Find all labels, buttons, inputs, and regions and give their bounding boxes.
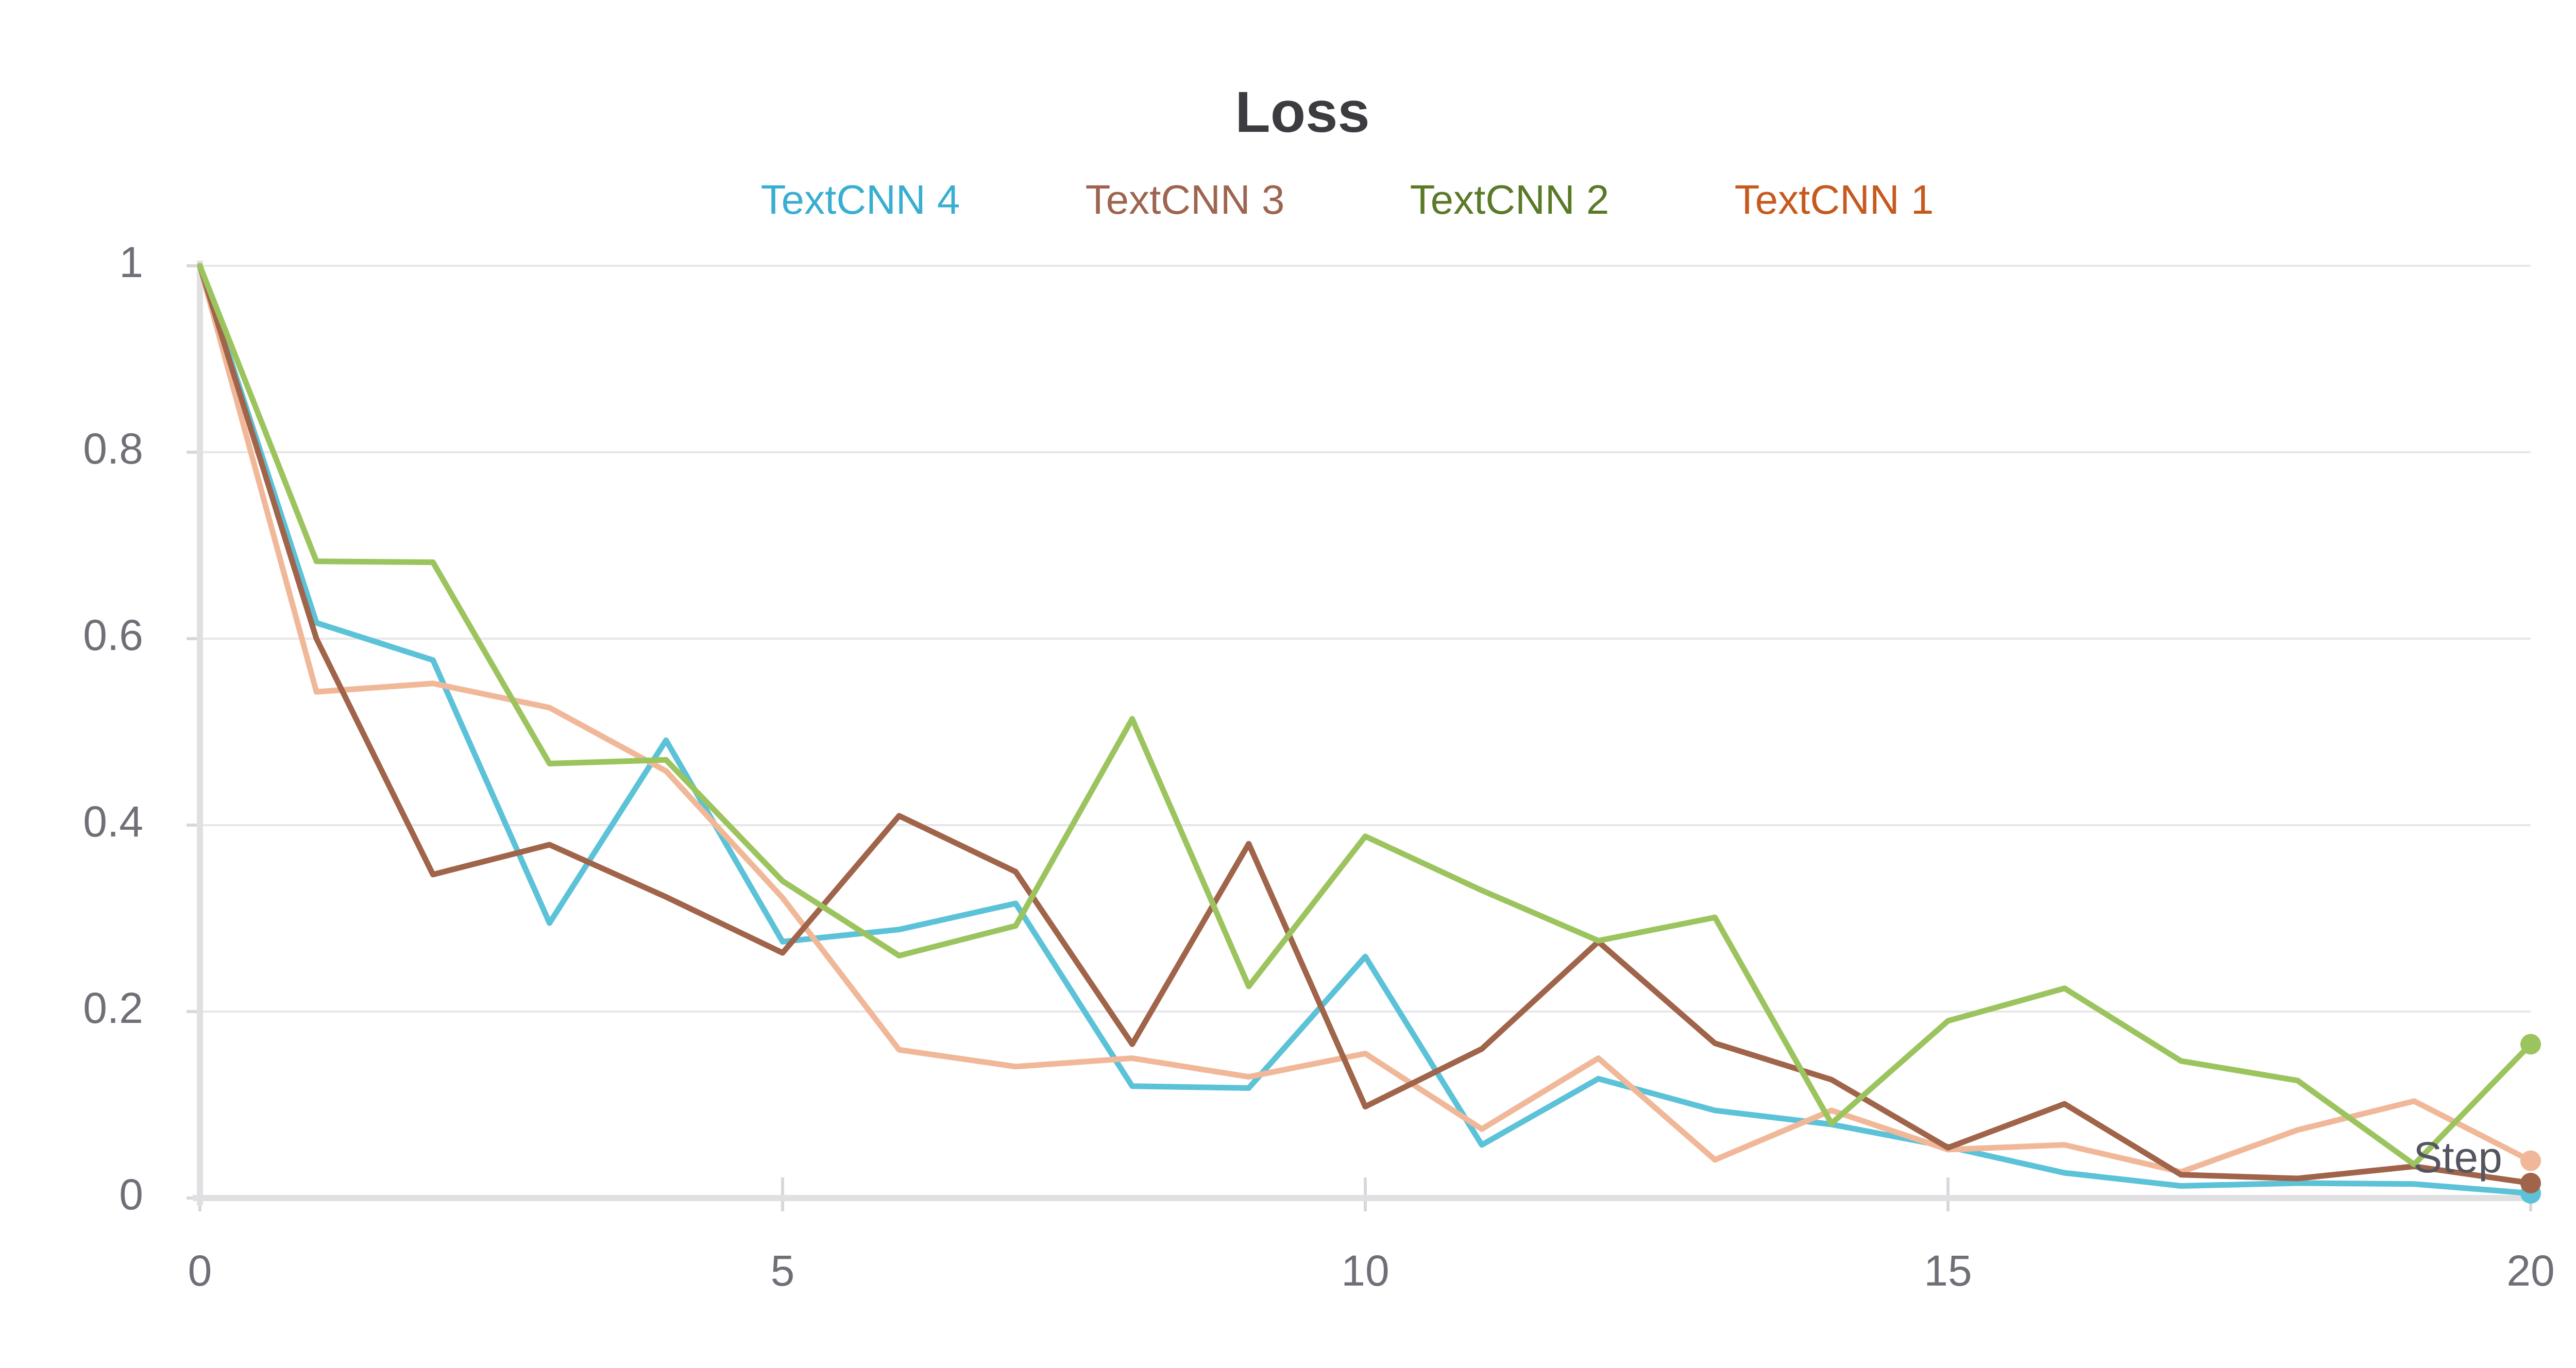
series-end-marker (2520, 1034, 2541, 1055)
series-line (197, 263, 2534, 1168)
series-end-marker (2520, 1150, 2541, 1171)
y-tick-label: 0.2 (83, 984, 143, 1032)
series-line (197, 263, 2534, 1186)
legend-item: TextCNN 1 (1735, 177, 1934, 223)
y-tick-label: 0 (119, 1170, 143, 1219)
series-end-marker (2520, 1173, 2541, 1194)
x-tick-label: 15 (1924, 1246, 1972, 1295)
x-tick-label: 20 (2506, 1246, 2554, 1295)
chart-title: Loss (1235, 80, 1369, 144)
y-tick-label: 0.4 (83, 797, 143, 846)
legend-item: TextCNN 4 (761, 177, 960, 223)
legend-item: TextCNN 2 (1410, 177, 1609, 223)
x-tick-label: 5 (771, 1246, 795, 1295)
x-tick-label: 0 (188, 1246, 212, 1295)
y-tick-label: 0.8 (83, 424, 143, 473)
x-axis-label: Step (2413, 1133, 2502, 1182)
y-tick-label: 0.6 (83, 611, 143, 659)
x-tick-label: 10 (1341, 1246, 1389, 1295)
y-tick-label: 1 (119, 238, 143, 286)
series-line (197, 263, 2534, 1175)
legend-item: TextCNN 3 (1086, 177, 1285, 223)
